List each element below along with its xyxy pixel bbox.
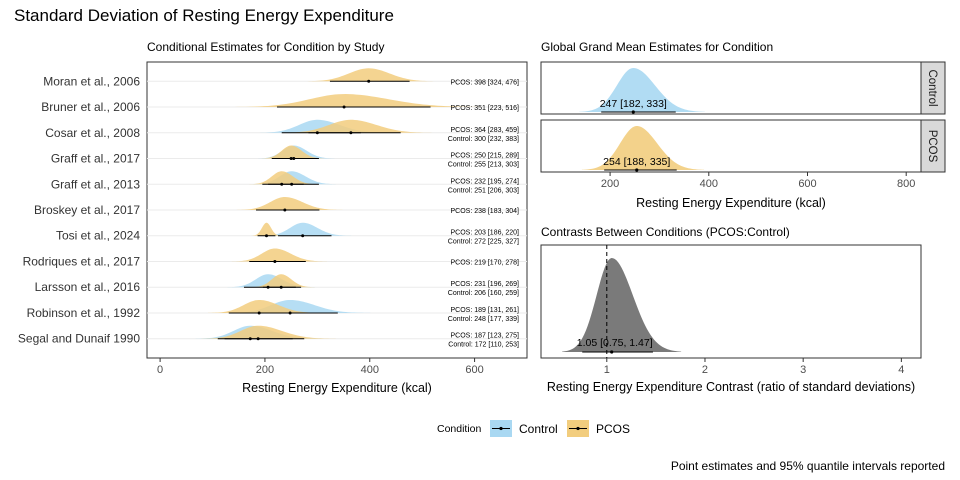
data-label-control-cosar-et-al-2008: Control: 300 [232, 383] <box>448 136 519 143</box>
density-pcos-larsson-et-al-2016 <box>250 274 315 288</box>
study-label-graff-et-al-2017: Graff et al., 2017 <box>51 152 140 166</box>
density-control-tosi-et-al-2024 <box>261 222 352 236</box>
point-pcos-grand-mean <box>635 168 639 172</box>
facet-strip-control <box>920 61 946 115</box>
study-label-graff-et-al-2013: Graff et al., 2013 <box>51 177 140 191</box>
data-label-pcos-broskey-et-al-2017: PCOS: 238 [183, 304] <box>451 208 520 215</box>
data-label-control-tosi-et-al-2024: Control: 272 [225, 327] <box>448 239 519 246</box>
x-tick-label: 4 <box>898 364 904 376</box>
contrast-panel-xlabel: Resting Energy Expenditure Contrast (rat… <box>547 380 915 394</box>
point-pcos-bruner-et-al-2006 <box>342 105 346 109</box>
contrast-panel-title: Contrasts Between Conditions (PCOS:Contr… <box>541 225 790 239</box>
data-label-control-robinson-et-al-1992: Control: 248 [177, 339] <box>448 316 519 323</box>
data-label-control-graff-et-al-2013: Control: 251 [206, 303] <box>448 187 519 194</box>
data-label-pcos-rodriques-et-al-2017: PCOS: 219 [170, 278] <box>451 259 520 266</box>
grand-mean-panel-title: Global Grand Mean Estimates for Conditio… <box>541 40 773 54</box>
study-label-rodriques-et-al-2017: Rodriques et al., 2017 <box>23 254 141 268</box>
density-pcos-cosar-et-al-2008 <box>279 119 435 133</box>
density-control-cosar-et-al-2008 <box>257 119 391 133</box>
legend-label-pcos: PCOS <box>596 422 630 436</box>
point-pcos-cosar-et-al-2008 <box>349 131 353 135</box>
point-pcos-segal-and-dunaif-1990 <box>256 337 260 341</box>
density-contrast <box>562 258 682 352</box>
point-pcos-broskey-et-al-2017 <box>283 208 287 212</box>
x-tick-label: 0 <box>157 364 163 376</box>
density-pcos-robinson-et-al-1992 <box>207 299 323 313</box>
point-pcos-robinson-et-al-1992 <box>257 311 261 315</box>
facet-strip-pcos <box>920 119 946 173</box>
data-label-pcos-cosar-et-al-2008: PCOS: 364 [283, 459] <box>451 127 520 134</box>
study-label-tosi-et-al-2024: Tosi et al., 2024 <box>56 229 140 243</box>
data-label-pcos-graff-et-al-2013: PCOS: 232 [195, 274] <box>451 178 520 185</box>
point-control-grand-mean <box>631 110 635 114</box>
point-pcos-moran-et-al-2006 <box>367 79 371 83</box>
density-pcos-segal-and-dunaif-1990 <box>201 325 336 339</box>
x-tick-label: 1 <box>604 364 610 376</box>
data-label-pcos-segal-and-dunaif-1990: PCOS: 187 [123, 275] <box>451 333 520 340</box>
point-contrast <box>610 350 614 354</box>
x-tick-label: 200 <box>601 178 619 190</box>
study-label-robinson-et-al-1992: Robinson et al., 1992 <box>27 306 141 320</box>
density-pcos-grand-mean <box>581 126 705 170</box>
point-pcos-graff-et-al-2013 <box>280 182 284 186</box>
data-label-pcos-graff-et-al-2017: PCOS: 250 [215, 289] <box>451 153 520 160</box>
density-pcos-rodriques-et-al-2017 <box>231 248 327 262</box>
grand-mean-panel-xlabel: Resting Energy Expenditure (kcal) <box>636 196 826 210</box>
density-pcos-tosi-et-al-2024 <box>251 222 282 236</box>
study-label-bruner-et-al-2006: Bruner et al., 2006 <box>41 100 140 114</box>
data-label-pcos-bruner-et-al-2006: PCOS: 351 [223, 516] <box>451 105 520 112</box>
x-tick-label: 600 <box>798 178 816 190</box>
density-pcos-bruner-et-al-2006 <box>231 94 490 108</box>
study-label-broskey-et-al-2017: Broskey et al., 2017 <box>34 203 140 217</box>
x-tick-label: 3 <box>800 364 806 376</box>
study-label-segal-and-dunaif-1990: Segal and Dunaif 1990 <box>18 332 140 346</box>
data-label-pcos-moran-et-al-2006: PCOS: 398 [324, 476] <box>451 79 520 86</box>
chart-caption: Point estimates and 95% quantile interva… <box>670 459 945 473</box>
x-tick-label: 600 <box>465 364 483 376</box>
x-tick-label: 400 <box>361 364 379 376</box>
study-label-cosar-et-al-2008: Cosar et al., 2008 <box>45 126 140 140</box>
grand-mean-panel: Global Grand Mean Estimates for Conditio… <box>540 40 946 210</box>
study-panel: Conditional Estimates for Condition by S… <box>18 40 528 395</box>
point-pcos-larsson-et-al-2016 <box>279 285 283 289</box>
density-pcos-broskey-et-al-2017 <box>236 197 344 210</box>
legend-label-control: Control <box>519 422 558 436</box>
data-label-control-grand-mean: 247 [182, 333] <box>600 98 667 110</box>
density-pcos-graff-et-al-2017 <box>260 145 326 159</box>
data-label-control-larsson-et-al-2016: Control: 206 [160, 259] <box>448 290 519 297</box>
contrast-panel: Contrasts Between Conditions (PCOS:Contr… <box>540 225 922 394</box>
density-pcos-moran-et-al-2006 <box>303 68 438 82</box>
data-label-pcos-larsson-et-al-2016: PCOS: 231 [196, 269] <box>451 281 520 288</box>
x-tick-label: 800 <box>897 178 915 190</box>
study-label-larsson-et-al-2016: Larsson et al., 2016 <box>35 280 141 294</box>
data-label-control-graff-et-al-2017: Control: 255 [213, 303] <box>448 162 519 169</box>
facet-frame-control <box>540 61 922 115</box>
data-label-control-segal-and-dunaif-1990: Control: 172 [110, 253] <box>448 342 519 349</box>
study-panel-title: Conditional Estimates for Condition by S… <box>147 40 384 54</box>
x-tick-label: 400 <box>700 178 718 190</box>
data-label-pcos-tosi-et-al-2024: PCOS: 203 [186, 220] <box>451 230 520 237</box>
data-label-pcos-grand-mean: 254 [188, 335] <box>603 156 670 168</box>
study-panel-xlabel: Resting Energy Expenditure (kcal) <box>242 381 432 395</box>
point-pcos-graff-et-al-2017 <box>289 157 293 161</box>
facet-frame-pcos <box>540 119 922 173</box>
legend-title: Condition <box>437 423 482 435</box>
density-control-grand-mean <box>579 68 705 112</box>
point-control-tosi-et-al-2024 <box>301 234 305 238</box>
study-label-moran-et-al-2006: Moran et al., 2006 <box>43 74 140 88</box>
point-pcos-rodriques-et-al-2017 <box>273 259 277 263</box>
facet-strip-label-control: Control <box>926 69 938 106</box>
page-title: Standard Deviation of Resting Energy Exp… <box>14 6 394 25</box>
legend: Condition Control PCOS <box>437 420 630 437</box>
data-label-contrast: 1.05 [0.75, 1.47] <box>577 337 653 349</box>
density-pcos-graff-et-al-2013 <box>249 171 319 185</box>
point-pcos-tosi-et-al-2024 <box>265 234 269 238</box>
facet-strip-label-pcos: PCOS <box>926 130 938 163</box>
data-label-pcos-robinson-et-al-1992: PCOS: 189 [131, 261] <box>451 307 520 314</box>
x-tick-label: 2 <box>702 364 708 376</box>
x-tick-label: 200 <box>256 364 274 376</box>
